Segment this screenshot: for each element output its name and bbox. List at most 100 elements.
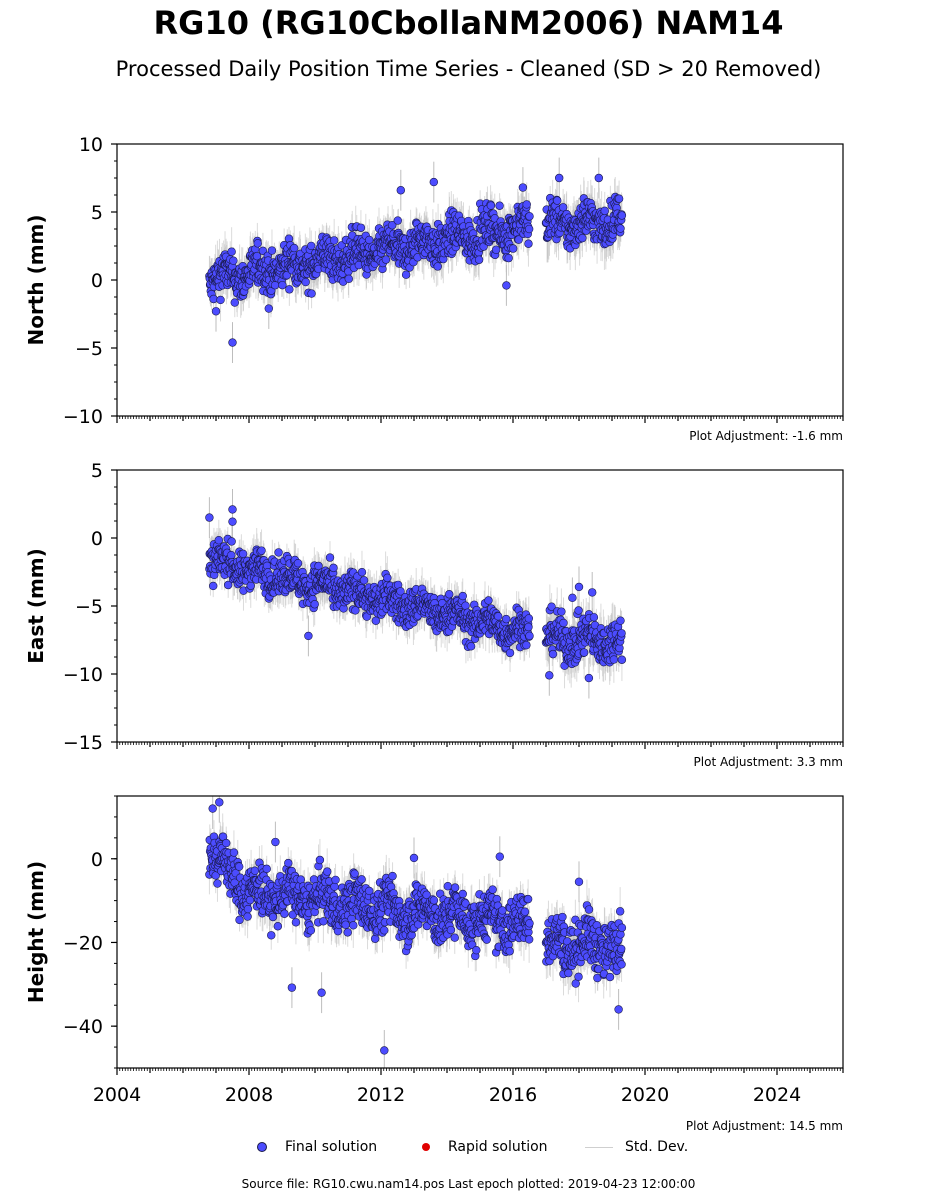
east-ytick-label: 5 [91, 460, 103, 482]
east-point [524, 622, 533, 632]
east-point [548, 649, 558, 659]
north-outlier-point [211, 307, 221, 316]
north-outlier-point [264, 304, 273, 313]
north-point [356, 223, 366, 232]
east-point [227, 537, 236, 546]
east-point [383, 573, 392, 583]
north-point [522, 200, 531, 209]
east-point [617, 655, 627, 664]
north-adjustment-note: Plot Adjustment: -1.6 mm [689, 429, 843, 443]
east-point [505, 648, 515, 658]
east-point [458, 591, 467, 601]
east-point [502, 614, 511, 624]
north-point [401, 270, 411, 279]
east-point [209, 581, 218, 591]
east-point [246, 581, 255, 590]
north-point [433, 262, 442, 271]
east-point [484, 596, 493, 605]
east-outlier-point [574, 582, 584, 592]
north-point [252, 251, 262, 261]
north-point [508, 244, 518, 253]
east-point [351, 606, 360, 615]
north-ytick-label: −10 [63, 406, 103, 428]
north-ytick-label: −5 [75, 338, 103, 360]
north-outlier-point [429, 177, 438, 187]
east-outlier-point [545, 671, 554, 680]
north-outlier-point [396, 186, 405, 195]
north-point [617, 211, 627, 220]
east-point [325, 553, 335, 562]
east-points [205, 505, 627, 683]
north-point [504, 253, 513, 263]
north-point [216, 295, 225, 305]
east-point [616, 616, 625, 625]
north-point [307, 241, 316, 251]
north-point [285, 285, 294, 294]
north-outlier-point [518, 183, 528, 192]
north-point [495, 201, 504, 210]
east-point [227, 551, 236, 560]
east-point [214, 536, 223, 545]
east-ytick-label: −15 [63, 732, 103, 754]
east-point [525, 631, 534, 641]
east-point [293, 559, 303, 568]
east-point [238, 549, 248, 559]
north-point [209, 294, 218, 304]
east-point [329, 563, 338, 573]
east-point [547, 602, 556, 611]
east-point [589, 613, 599, 622]
east-point [274, 548, 283, 557]
north-ylabel: North (mm) [24, 214, 48, 345]
north-data [205, 157, 627, 363]
north-point [290, 243, 299, 253]
north-point [229, 256, 238, 265]
north-point [525, 212, 534, 221]
east-outlier-point [228, 505, 237, 514]
north-point [307, 289, 316, 298]
east-point [559, 618, 568, 628]
east-point [579, 648, 589, 657]
north-point [474, 255, 484, 264]
north-point [388, 221, 397, 230]
east-point [524, 614, 534, 623]
north-ytick-label: 10 [79, 134, 103, 156]
north-point [393, 216, 402, 225]
east-outlier-point [584, 673, 594, 683]
north-point [267, 246, 277, 255]
east-point [445, 590, 454, 599]
east-point [357, 568, 367, 577]
north-point [486, 201, 496, 210]
north-point [227, 247, 236, 256]
east-data [205, 489, 627, 699]
east-point [494, 612, 503, 621]
north-point [552, 196, 562, 205]
east-point [257, 546, 266, 555]
east-ytick-label: −5 [75, 596, 103, 618]
north-point [524, 224, 534, 234]
chart-subtitle: Processed Daily Position Time Series - C… [115, 57, 822, 81]
east-point [574, 606, 583, 615]
north-ytick-label: 5 [91, 202, 103, 224]
north-point [491, 245, 501, 254]
north-point [381, 255, 391, 264]
north-point [329, 236, 339, 245]
east-point [461, 601, 470, 610]
north-point [558, 203, 568, 212]
north-point [614, 194, 624, 203]
east-point [359, 576, 369, 585]
north-outlier-point [502, 281, 511, 290]
east-point [362, 612, 372, 621]
north-point [344, 274, 353, 283]
north-outlier-point [554, 173, 564, 183]
east-ytick-label: 0 [91, 528, 103, 550]
north-points [205, 173, 627, 347]
east-point [223, 580, 233, 590]
north-point [253, 239, 262, 248]
east-point [310, 600, 319, 609]
north-point [524, 239, 533, 248]
east-outlier-point [304, 631, 313, 641]
east-ytick-label: −10 [63, 664, 103, 686]
north-point [278, 280, 287, 290]
north-point [230, 298, 239, 307]
